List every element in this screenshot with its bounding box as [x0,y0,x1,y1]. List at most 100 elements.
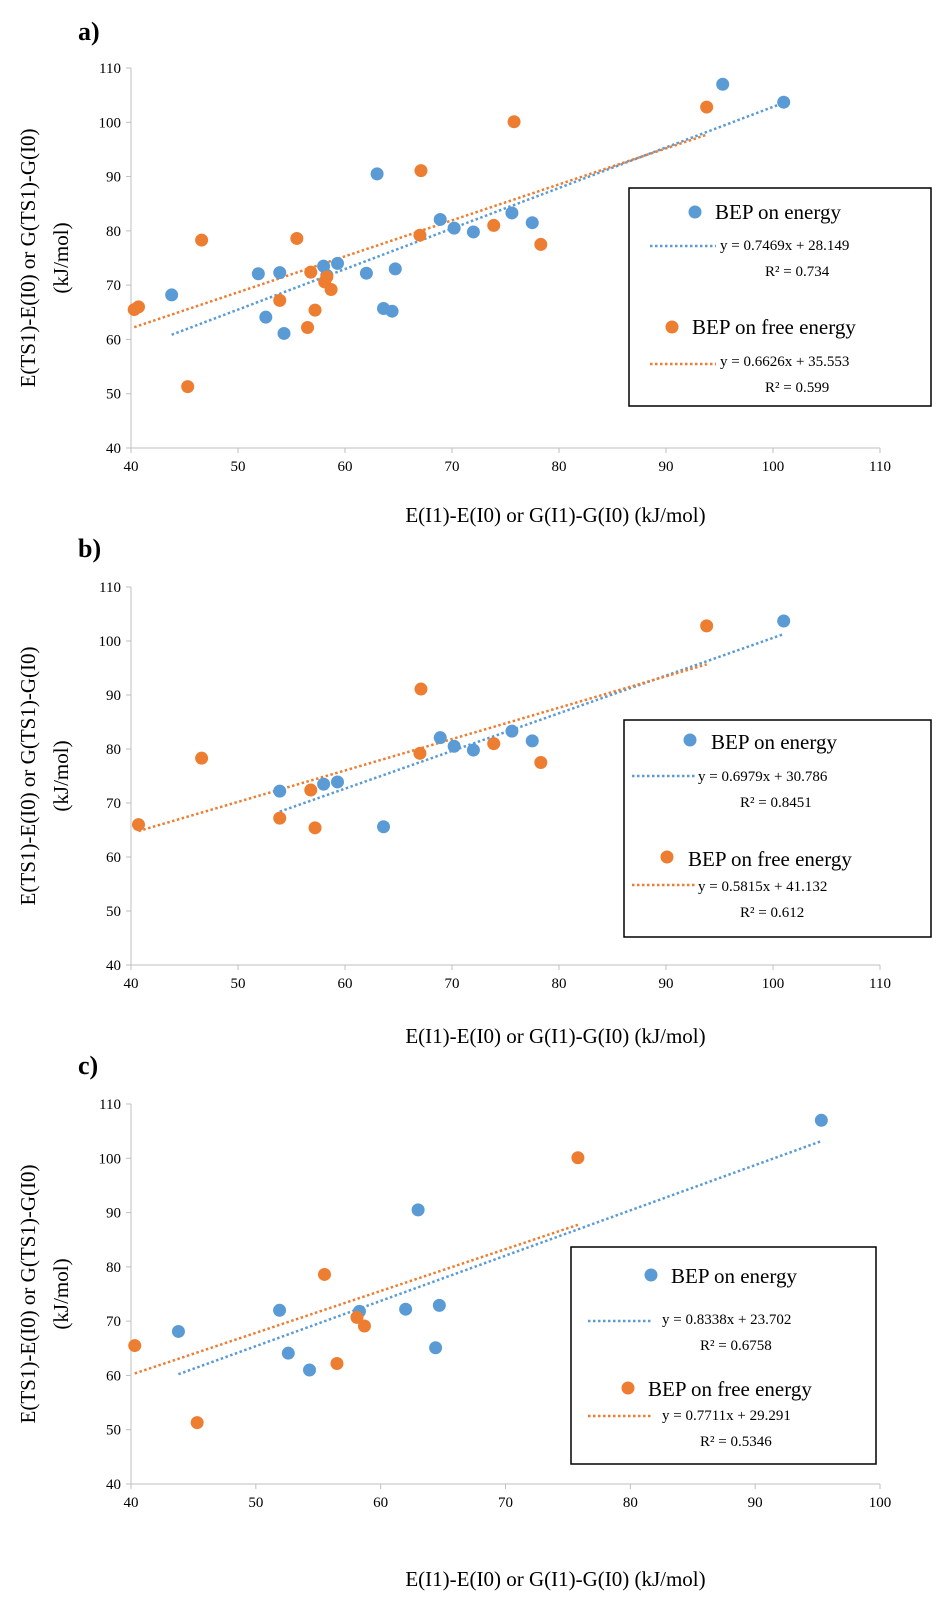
y-tick-label: 90 [106,1206,121,1222]
energy-point [303,1363,317,1377]
free-energy-point [131,818,145,832]
legend-series-name: BEP on free energy [692,315,856,339]
free-energy-point [308,821,322,835]
legend-r-squared: R² = 0.612 [740,905,804,921]
legend-marker [683,733,697,747]
x-tick-label: 80 [552,459,567,475]
energy-point [370,167,384,181]
free-energy-point [330,1356,344,1370]
y-tick-label: 100 [99,634,122,650]
legend-series-name: BEP on energy [711,730,837,754]
energy-point [429,1341,443,1355]
y-tick-label: 80 [106,224,121,240]
x-tick-label: 80 [552,976,567,992]
free-energy-point [304,265,318,279]
free-energy-point [320,270,334,284]
legend-r-squared: R² = 0.599 [765,380,829,396]
x-axis-title: E(I1)-E(I0) or G(I1)-G(I0) (kJ/mol) [405,503,705,527]
free-energy-point [195,751,209,765]
energy-point [505,206,519,220]
energy-point [447,739,461,753]
y-tick-label: 60 [106,850,121,866]
free-energy-point [700,100,714,114]
x-tick-label: 40 [124,1495,139,1511]
legend-r-squared: R² = 0.6758 [700,1338,772,1354]
energy-point [399,1302,413,1316]
y-tick-label: 90 [106,688,121,704]
y-tick-label: 50 [106,387,121,403]
energy-point [466,743,480,757]
x-tick-label: 80 [623,1495,638,1511]
free-energy-point [534,237,548,251]
free-energy-point [195,233,209,247]
energy-point [377,820,391,834]
free-energy-point [324,282,338,296]
legend-trend-equation: y = 0.6626x + 35.553 [720,354,849,370]
panel-label: a) [78,17,100,46]
free-energy-point [534,756,548,769]
free-energy-point [273,293,287,307]
x-tick-label: 70 [445,459,460,475]
x-tick-label: 70 [498,1495,513,1511]
y-tick-label: 90 [106,170,121,186]
energy-point [171,1324,185,1338]
trendline [279,632,785,813]
x-tick-label: 110 [869,459,891,475]
energy-point [277,326,291,340]
x-tick-label: 60 [338,459,353,475]
legend-trend-equation: y = 0.7469x + 28.149 [720,238,849,254]
x-tick-label: 60 [373,1495,388,1511]
y-axis-title: E(TS1)-E(I0) or G(TS1)-G(I0) [16,129,40,388]
x-tick-label: 70 [445,976,460,992]
energy-point [433,212,447,226]
energy-point [273,784,287,798]
energy-point [281,1346,295,1360]
energy-point [433,731,447,745]
x-tick-label: 100 [762,976,785,992]
x-axis-title: E(I1)-E(I0) or G(I1)-G(I0) (kJ/mol) [405,1567,705,1591]
energy-point [525,734,539,748]
y-axis-title: E(TS1)-E(I0) or G(TS1)-G(I0) [16,647,40,906]
y-tick-label: 40 [106,958,121,974]
free-energy-point [414,164,428,178]
y-tick-label: 60 [106,1368,121,1384]
legend-r-squared: R² = 0.5346 [700,1434,772,1450]
y-tick-label: 50 [106,1423,121,1439]
y-tick-label: 70 [106,1314,121,1330]
legend-series-name: BEP on energy [671,1264,797,1288]
free-energy-point [304,783,318,797]
x-tick-label: 60 [338,976,353,992]
free-energy-point [357,1319,371,1333]
chart-panel: b) 40 50 60 70 80 90 100 110 40 50 60 70 80 90 100 110 E(… [16,534,932,1048]
legend-marker [660,850,674,864]
free-energy-point [413,746,427,760]
legend-series-name: BEP on free energy [688,847,852,871]
legend-box [628,187,932,407]
energy-point [447,221,461,235]
free-energy-point [413,228,427,242]
free-energy-point [487,218,501,232]
energy-point [331,256,345,270]
energy-point [385,304,399,318]
y-tick-label: 110 [99,580,121,596]
legend-series-name: BEP on free energy [648,1377,812,1401]
free-energy-point [487,737,501,751]
legend-r-squared: R² = 0.734 [765,264,830,280]
x-tick-label: 50 [231,459,246,475]
energy-point [388,262,402,276]
legend-trend-equation: y = 0.7711x + 29.291 [662,1408,791,1424]
legend-series-name: BEP on energy [715,200,841,224]
legend-r-squared: R² = 0.8451 [740,795,812,811]
energy-point [165,288,179,302]
panel-label: c) [78,1051,98,1080]
x-tick-label: 50 [248,1495,263,1511]
free-energy-point [571,1151,585,1165]
y-tick-label: 80 [106,1260,121,1276]
chart-panel: c) 40 50 60 70 80 90 100 110 40 50 60 70 80 90 100 E(I1)… [16,1051,891,1591]
legend-trend-equation: y = 0.6979x + 30.786 [698,769,828,785]
x-tick-label: 40 [124,976,139,992]
x-tick-label: 50 [231,976,246,992]
x-tick-label: 110 [869,976,891,992]
trendline [134,1223,579,1375]
